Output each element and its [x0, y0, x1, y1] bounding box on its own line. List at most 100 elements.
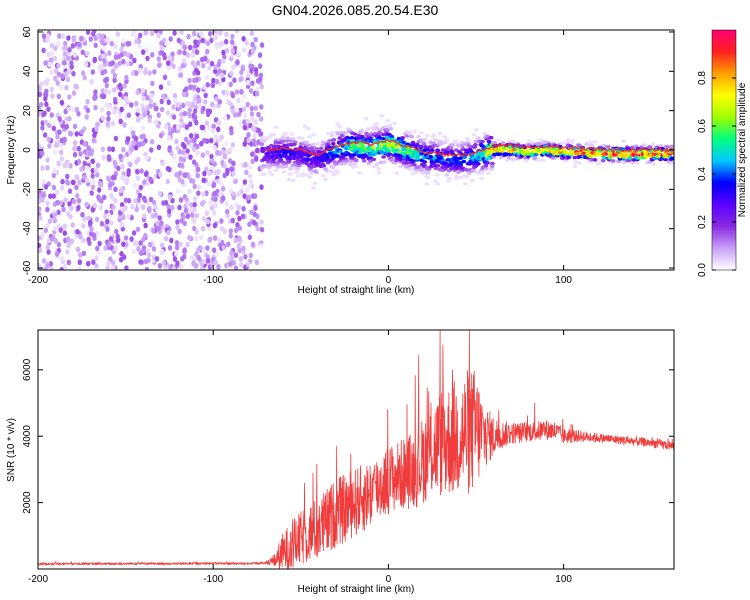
spectrogram-noise-cell [202, 84, 207, 90]
spectrogram-noise-cell [245, 79, 251, 86]
spectrogram-signal-cell [448, 145, 454, 150]
spectrogram-noise-cell [79, 35, 84, 42]
spectrogram-noise-cell [81, 250, 87, 257]
spectrogram-noise-cell [91, 232, 97, 238]
spectrogram-noise-cell [200, 37, 205, 44]
spectrogram-signal-cell [471, 133, 477, 137]
spectrogram-noise-cell [102, 68, 108, 75]
spectrogram-noise-cell [52, 217, 57, 224]
spectrogram-noise-cell [250, 49, 255, 55]
spectrogram-noise-cell [66, 68, 72, 74]
spectrogram-noise-cell [90, 173, 95, 179]
spectrogram-noise-cell [46, 51, 51, 58]
spectrogram-noise-cell [63, 263, 68, 270]
spectrogram-noise-cell [128, 141, 133, 147]
spectrogram-noise-cell [213, 251, 219, 258]
spectrogram-noise-cell [248, 88, 254, 94]
spectrogram-noise-cell [79, 166, 84, 172]
spectrogram-noise-cell [221, 244, 226, 251]
spectrogram-signal-cell [470, 169, 476, 173]
spectrogram-signal-cell [320, 174, 326, 178]
spectrogram-signal-cell [296, 161, 302, 165]
spectrogram-signal-cell [269, 173, 275, 177]
spectrogram-noise-cell [45, 157, 50, 163]
spectrogram-signal-cell [600, 158, 606, 163]
spectrogram-noise-cell [70, 222, 75, 228]
spectrogram-noise-cell [51, 184, 57, 191]
spectrogram-signal-cell [663, 157, 668, 162]
spectrogram-noise-cell [215, 178, 221, 185]
spectrogram-noise-cell [155, 220, 160, 227]
spectrogram-signal-cell [320, 143, 326, 147]
spectrogram-noise-cell [65, 173, 70, 180]
spectrogram-noise-cell [207, 65, 212, 71]
spectrogram-signal-cell [331, 138, 337, 142]
spectrogram-noise-cell [64, 124, 70, 130]
spectrogram-noise-cell [84, 201, 89, 208]
spectrogram-noise-cell [102, 194, 107, 201]
spectrogram-noise-cell [66, 55, 71, 61]
spectrogram-signal-cell [461, 159, 467, 164]
snr-panel: -200 -100 0 100 2000 4000 6000 Height of strai… [6, 329, 675, 595]
spectrogram-noise-cell [136, 246, 141, 252]
spectrogram-signal-cell [262, 172, 267, 176]
spectrogram-noise-cell [132, 57, 137, 64]
spectrogram-signal-cell [605, 145, 611, 149]
spectrogram-noise-cell [38, 91, 43, 98]
spectrogram-signal-cell [622, 154, 628, 159]
spectrogram-signal-cell [551, 147, 556, 151]
spectrogram-noise-cell [82, 74, 87, 81]
spectrogram-noise-cell [252, 132, 258, 139]
spectrogram-signal-cell [592, 158, 598, 162]
spectrogram-plot-area [38, 30, 674, 270]
spectrogram-noise-cell [160, 160, 165, 166]
spectrogram-noise-cell [94, 126, 99, 132]
spectrogram-signal-cell [435, 182, 441, 186]
spectrogram-signal-cell [335, 171, 340, 175]
spectrogram-noise-cell [113, 96, 118, 103]
spectrogram-noise-cell [137, 67, 143, 74]
spectrogram-noise-cell [109, 192, 114, 199]
spectrogram-noise-cell [148, 196, 154, 203]
spectrogram-noise-cell [40, 125, 45, 131]
colorbar-tick-label: 0.4 [697, 167, 708, 181]
spectrogram-noise-cell [38, 101, 44, 108]
spectrogram-signal-cell [353, 147, 359, 152]
spectrogram-noise-cell [181, 149, 186, 156]
spectrogram-noise-cell [192, 30, 197, 37]
spectrogram-noise-cell [137, 43, 142, 50]
spectrogram-noise-cell [135, 226, 141, 233]
spectrogram-noise-cell [193, 235, 199, 241]
spectrogram-noise-cell [192, 183, 197, 190]
spectrogram-signal-cell [601, 143, 607, 148]
spectrogram-noise-cell [235, 59, 240, 65]
spectrogram-noise-cell [89, 78, 94, 85]
spectrogram-noise-cell [253, 36, 258, 43]
spectrogram-noise-cell [90, 69, 96, 75]
spectrogram-signal-cell [387, 152, 393, 156]
spectrogram-noise-cell [242, 179, 248, 185]
spectrogram-noise-cell [67, 116, 72, 122]
spectrogram-noise-cell [72, 145, 77, 152]
spectrogram-signal-cell [473, 143, 478, 147]
spectrogram-noise-cell [174, 240, 180, 246]
spectrogram-noise-cell [145, 248, 150, 255]
spectrogram-signal-cell [264, 136, 269, 141]
spectrogram-noise-cell [43, 95, 48, 102]
spectrogram-signal-cell [328, 170, 334, 174]
spectrogram-noise-cell [259, 116, 264, 122]
spectrogram-noise-cell [247, 163, 252, 170]
spectrogram-noise-cell [74, 131, 79, 137]
spectrogram-noise-cell [217, 68, 222, 74]
spectrogram-noise-cell [254, 71, 259, 77]
spectrogram-noise-cell [83, 61, 89, 68]
spectrogram-noise-cell [141, 236, 146, 243]
spectrogram-noise-cell [56, 41, 61, 47]
spectrogram-noise-cell [165, 110, 170, 116]
spectrogram-noise-cell [131, 230, 137, 236]
spectrogram-noise-cell [246, 229, 252, 235]
spectrogram-noise-cell [160, 242, 165, 248]
spectrogram-noise-cell [229, 166, 234, 172]
spectrogram-noise-cell [180, 62, 186, 69]
spectrogram-noise-cell [202, 170, 207, 177]
